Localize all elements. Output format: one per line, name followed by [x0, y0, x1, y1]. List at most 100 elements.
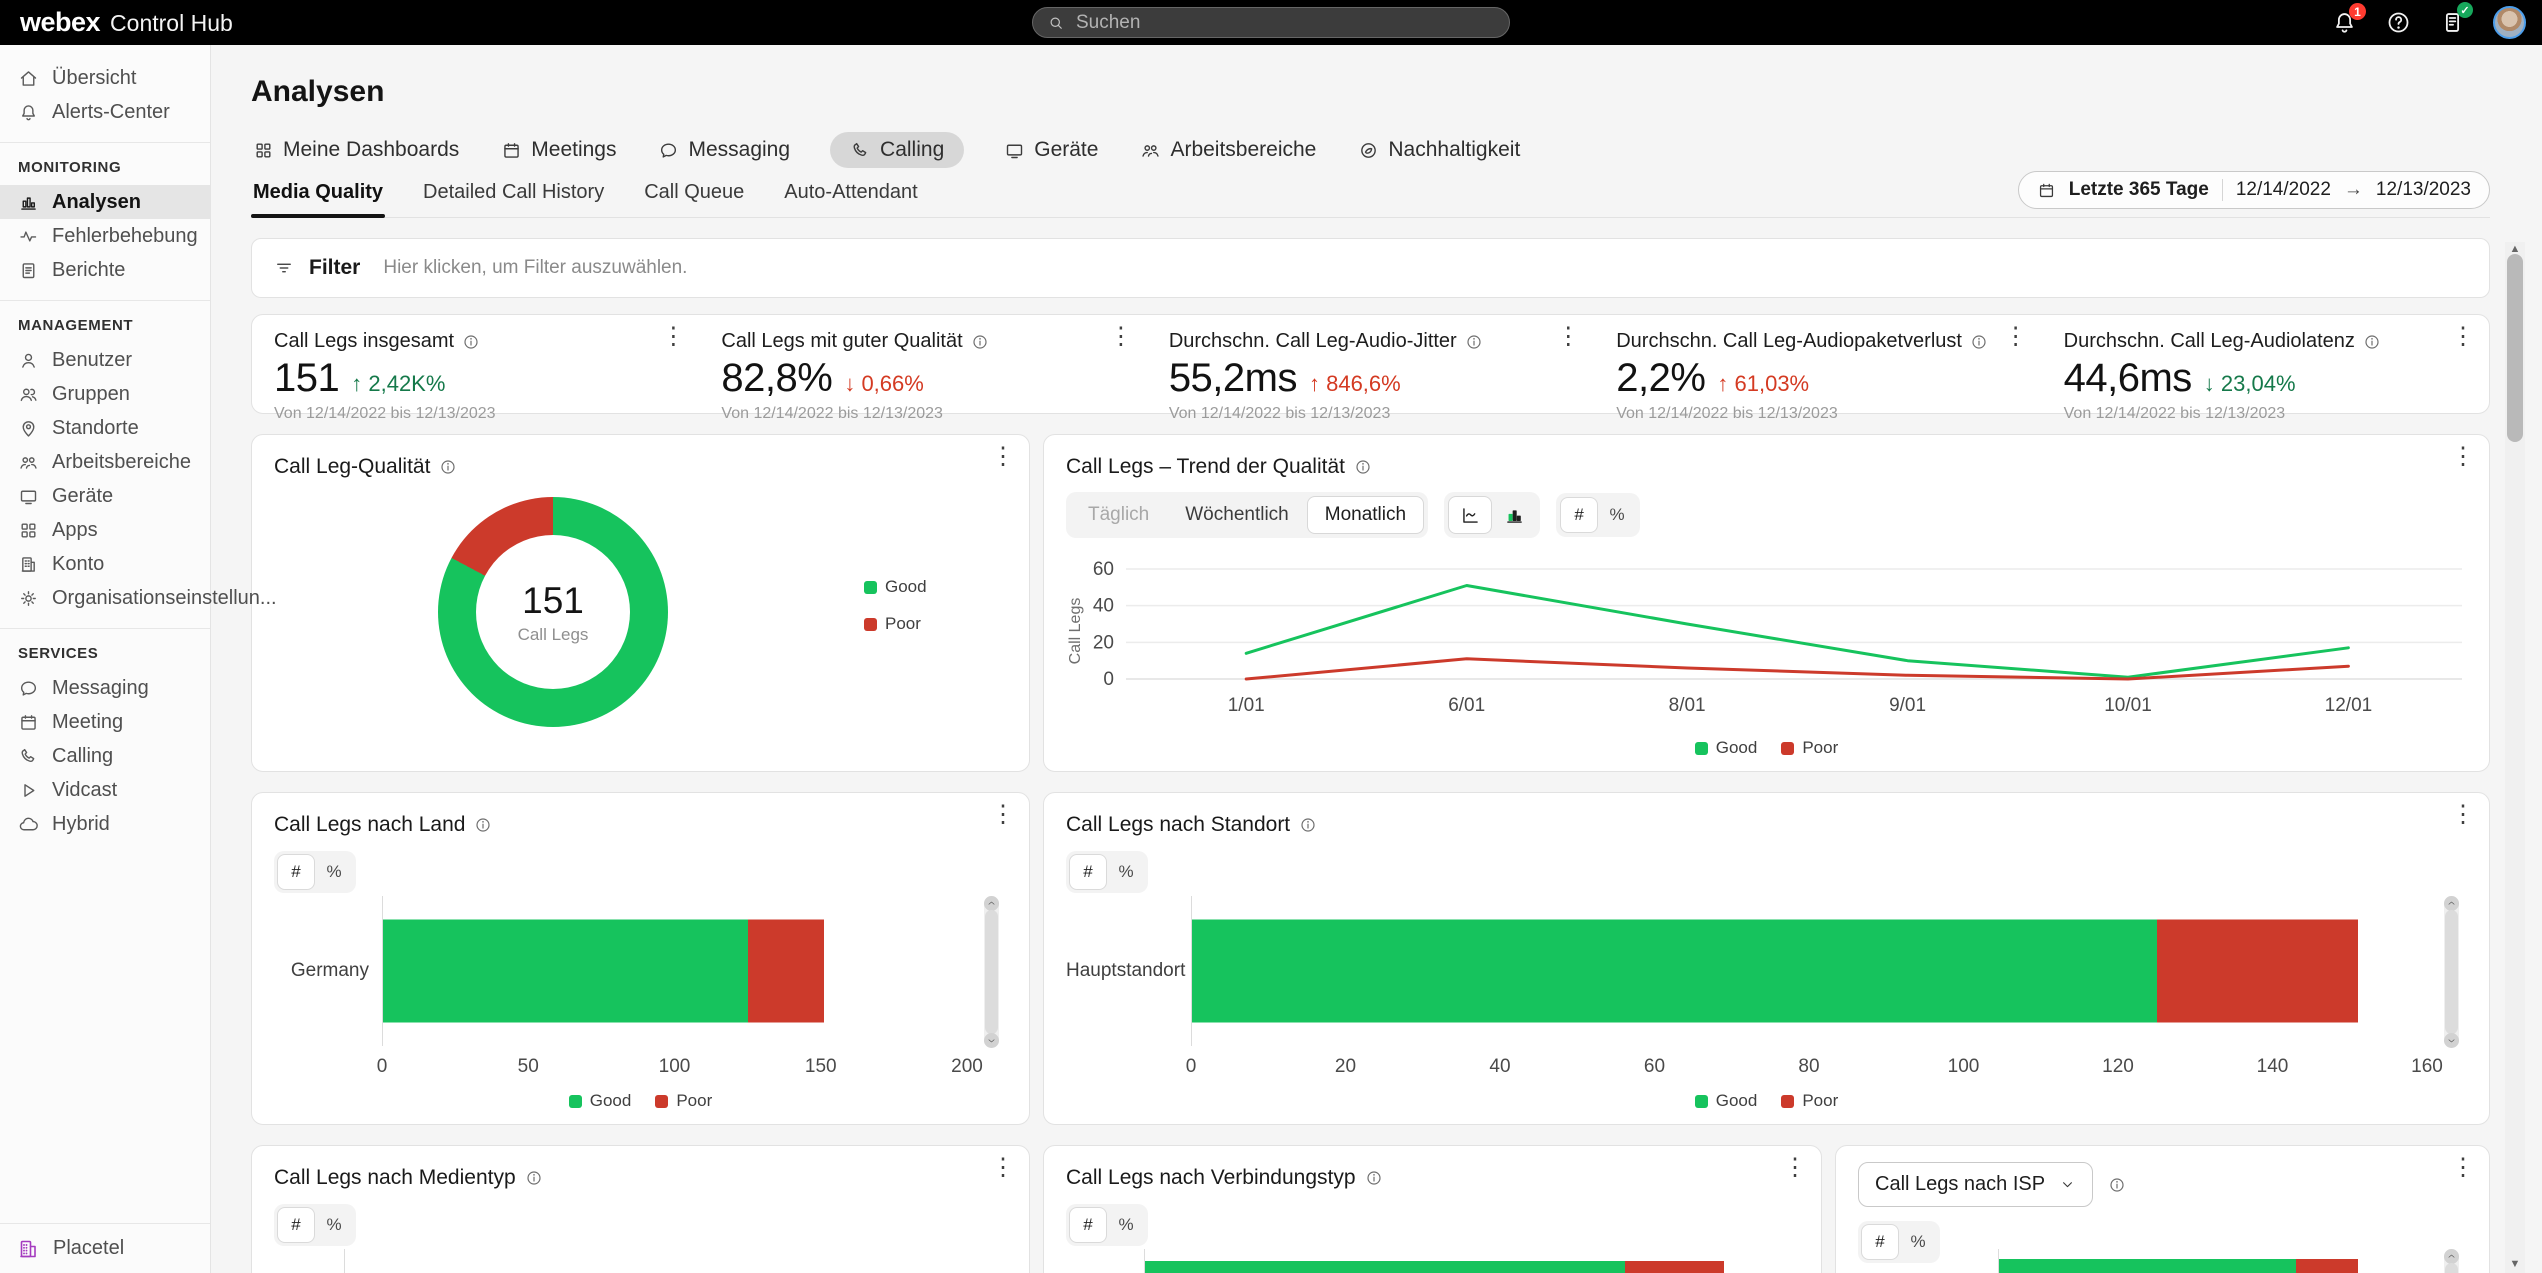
- info-icon[interactable]: [1299, 816, 1317, 834]
- sidebar-item-apps[interactable]: Apps: [0, 513, 210, 547]
- kebab-menu[interactable]: ⋮: [991, 801, 1015, 828]
- isp-metric-dropdown[interactable]: Call Legs nach ISP: [1858, 1162, 2094, 1207]
- info-icon[interactable]: [1354, 458, 1372, 476]
- unit-count[interactable]: #: [277, 1207, 315, 1243]
- kebab-menu[interactable]: ⋮: [1556, 323, 1581, 350]
- sidebar-item-benutzer[interactable]: Benutzer: [0, 343, 210, 377]
- scroll-up-arrow[interactable]: ▲: [2509, 243, 2521, 255]
- sidebar-item-konto[interactable]: Konto: [0, 547, 210, 581]
- kebab-menu[interactable]: ⋮: [1783, 1154, 1807, 1181]
- kebab-menu[interactable]: ⋮: [2451, 443, 2475, 470]
- info-icon[interactable]: [2108, 1176, 2126, 1194]
- unit-count[interactable]: #: [1861, 1224, 1899, 1260]
- tab-messaging[interactable]: Messaging: [656, 132, 792, 168]
- info-icon[interactable]: [525, 1169, 543, 1187]
- chart-scrollbar-thumb[interactable]: [2445, 1263, 2458, 1273]
- chevron-down-icon[interactable]: [984, 1033, 999, 1048]
- line-chart-toggle[interactable]: [1448, 496, 1493, 534]
- unit-percent[interactable]: %: [326, 1215, 342, 1234]
- kebab-menu[interactable]: ⋮: [991, 443, 1015, 470]
- help-button[interactable]: [2385, 9, 2412, 36]
- tab-meetings[interactable]: Meetings: [499, 132, 618, 168]
- kebab-menu[interactable]: ⋮: [2003, 323, 2028, 350]
- unit-percent[interactable]: %: [1118, 862, 1134, 881]
- unit-percent[interactable]: %: [1609, 505, 1625, 524]
- chevron-up-icon[interactable]: [984, 896, 999, 911]
- info-icon[interactable]: [474, 816, 492, 834]
- sidebar-item-calling[interactable]: Calling: [0, 739, 210, 773]
- chevron-up-icon[interactable]: [2444, 1249, 2459, 1264]
- date-end[interactable]: 12/13/2023: [2375, 179, 2471, 200]
- info-icon[interactable]: [1970, 333, 1988, 351]
- unit-count[interactable]: #: [1069, 1207, 1107, 1243]
- sidebar-item-organisationseinstellun[interactable]: Organisationseinstellun...: [0, 581, 277, 615]
- sidebar-item-standorte[interactable]: Standorte: [0, 411, 210, 445]
- subtab-call-queue[interactable]: Call Queue: [644, 181, 745, 203]
- kebab-menu[interactable]: ⋮: [661, 323, 686, 350]
- sidebar-item-berichte[interactable]: Berichte: [0, 253, 210, 287]
- sidebar-item-hybrid[interactable]: Hybrid: [0, 807, 210, 841]
- info-icon[interactable]: [1465, 333, 1483, 351]
- subtab-detailed-call-history[interactable]: Detailed Call History: [423, 181, 605, 203]
- tab-meine-dashboards[interactable]: Meine Dashboards: [251, 132, 461, 168]
- subtab-auto-attendant[interactable]: Auto-Attendant: [784, 181, 918, 203]
- sidebar-item-ger-te[interactable]: Geräte: [0, 479, 210, 513]
- whats-new-button[interactable]: ✓: [2439, 2, 2473, 36]
- filter-bar[interactable]: Filter Hier klicken, um Filter auszuwähl…: [251, 238, 2490, 298]
- granularity-monatlich[interactable]: Monatlich: [1306, 496, 1425, 534]
- granularity-toggle: Täglich Wöchentlich Monatlich: [1066, 492, 1429, 538]
- sidebar-item-alerts-center[interactable]: Alerts-Center: [0, 95, 210, 129]
- sidebar-item-analysen[interactable]: Analysen: [0, 185, 210, 219]
- granularity-t-glich[interactable]: Täglich: [1088, 504, 1150, 525]
- scroll-down-arrow[interactable]: ▼: [2509, 1258, 2521, 1270]
- user-avatar[interactable]: [2493, 6, 2526, 39]
- kpi-period: Von 12/14/2022 bis 12/13/2023: [721, 405, 943, 422]
- chart-scrollbar-thumb[interactable]: [2445, 910, 2458, 1034]
- sidebar-item-vidcast[interactable]: Vidcast: [0, 773, 210, 807]
- tab-nachhaltigkeit[interactable]: Nachhaltigkeit: [1356, 132, 1522, 168]
- chart-scrollbar[interactable]: [984, 896, 999, 1048]
- chart-scrollbar[interactable]: [2444, 1249, 2459, 1273]
- sidebar-item-meeting[interactable]: Meeting: [0, 705, 210, 739]
- date-start[interactable]: 12/14/2022: [2235, 179, 2331, 200]
- tab-ger-te[interactable]: Geräte: [1002, 132, 1100, 168]
- chevron-up-icon[interactable]: [2444, 896, 2459, 911]
- notifications-button[interactable]: 1: [2331, 3, 2366, 36]
- info-icon[interactable]: [1365, 1169, 1383, 1187]
- sidebar-item-bersicht[interactable]: Übersicht: [0, 61, 210, 95]
- unit-count[interactable]: #: [277, 854, 315, 890]
- granularity-w-chentlich[interactable]: Wöchentlich: [1185, 504, 1289, 525]
- sidebar-item-messaging[interactable]: Messaging: [0, 671, 210, 705]
- kebab-menu[interactable]: ⋮: [1108, 323, 1133, 350]
- unit-count[interactable]: #: [1069, 854, 1107, 890]
- unit-percent[interactable]: %: [1118, 1215, 1134, 1234]
- kebab-menu[interactable]: ⋮: [2451, 323, 2476, 350]
- page-scrollbar[interactable]: ▲ ▼: [2505, 242, 2525, 1273]
- date-range-picker[interactable]: Letzte 365 Tage 12/14/2022 → 12/13/2023: [2017, 171, 2490, 209]
- tab-calling[interactable]: Calling: [830, 132, 965, 168]
- info-icon[interactable]: [971, 333, 989, 351]
- search-input[interactable]: Suchen: [1032, 7, 1510, 38]
- kebab-menu[interactable]: ⋮: [991, 1154, 1015, 1181]
- chart-scrollbar[interactable]: [2444, 896, 2459, 1048]
- kebab-menu[interactable]: ⋮: [2451, 1154, 2475, 1181]
- sidebar-item-fehlerbehebung[interactable]: Fehlerbehebung: [0, 219, 210, 253]
- svg-text:Call Legs: Call Legs: [1067, 598, 1084, 665]
- subtab-media-quality[interactable]: Media Quality: [251, 171, 386, 218]
- sidebar-item-placetel[interactable]: Placetel: [0, 1223, 210, 1273]
- chart-scrollbar-thumb[interactable]: [985, 910, 998, 1034]
- unit-count[interactable]: #: [1560, 497, 1599, 533]
- sidebar-item-arbeitsbereiche[interactable]: Arbeitsbereiche: [0, 445, 210, 479]
- unit-percent[interactable]: %: [326, 862, 342, 881]
- chevron-down-icon[interactable]: [2444, 1033, 2459, 1048]
- scrollbar-thumb[interactable]: [2507, 254, 2523, 442]
- tab-arbeitsbereiche[interactable]: Arbeitsbereiche: [1138, 132, 1318, 168]
- card-title: Call Legs nach Verbindungstyp: [1066, 1166, 1356, 1189]
- sidebar-item-gruppen[interactable]: Gruppen: [0, 377, 210, 411]
- info-icon[interactable]: [439, 458, 457, 476]
- info-icon[interactable]: [462, 333, 480, 351]
- bar-chart-toggle[interactable]: [1492, 496, 1536, 534]
- info-icon[interactable]: [2363, 333, 2381, 351]
- unit-percent[interactable]: %: [1910, 1232, 1926, 1251]
- kebab-menu[interactable]: ⋮: [2451, 801, 2475, 828]
